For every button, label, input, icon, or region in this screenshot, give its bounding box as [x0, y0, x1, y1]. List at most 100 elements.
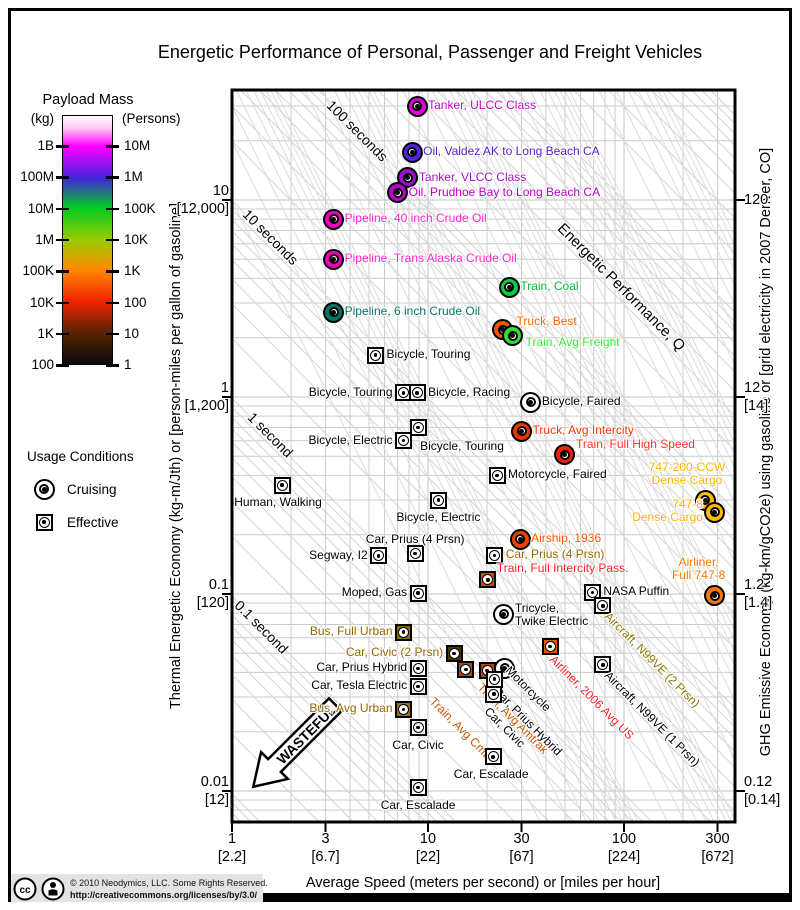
- marker-part: [548, 645, 552, 649]
- y-left-tick-label: 0.1 [120]: [196, 577, 229, 611]
- marker-part: [486, 578, 490, 582]
- gridline: [232, 625, 426, 822]
- gridline: [232, 338, 712, 822]
- payload-persons-label: 100K: [124, 200, 156, 216]
- gridline: [232, 476, 575, 822]
- usage-cruising-icon: [33, 478, 55, 500]
- data-point: [493, 603, 515, 625]
- data-point: [409, 677, 427, 695]
- point-label: Tanker, ULCC Class: [428, 98, 537, 112]
- point-label: Pipeline, 40 inch Crude Oil: [344, 211, 487, 226]
- point-label: Car, Tesla Electric: [311, 678, 408, 693]
- marker-part: [495, 473, 499, 478]
- marker-part: [401, 630, 406, 634]
- gridline: [461, 90, 735, 643]
- point-label: Train, Full High Speed: [575, 436, 695, 451]
- point-label: Train, Full Intercity Pass.: [496, 560, 629, 575]
- data-point: [395, 432, 412, 450]
- data-point: [408, 384, 426, 402]
- payload-tick: [56, 238, 69, 242]
- data-point: [554, 444, 576, 466]
- payload-persons-label: 1M: [124, 169, 143, 185]
- point-label: Bicycle, Racing: [428, 384, 511, 399]
- point-label: Bicycle, Touring: [386, 347, 471, 362]
- y-left-tick-label: 0.01 [12]: [200, 774, 229, 808]
- gridline: [232, 639, 413, 822]
- point-label: Airliner, Full 747-8: [671, 554, 726, 582]
- marker-part: [331, 309, 337, 315]
- point-label: Car, Civic (2 Prsn): [345, 645, 444, 660]
- gridline: [321, 90, 686, 822]
- marker-part: [401, 707, 406, 711]
- gridline: [253, 90, 617, 822]
- gridline: [377, 90, 735, 452]
- data-point: [387, 182, 409, 204]
- payload-tick: [56, 364, 69, 367]
- point-label: Oil, Valdez AK to Long Beach CA: [423, 144, 600, 159]
- data-point: [485, 685, 503, 703]
- marker-part: [416, 591, 420, 595]
- outer-frame: [8, 8, 792, 902]
- gridline: [232, 416, 634, 822]
- data-point: [401, 141, 423, 163]
- gridline: [466, 90, 735, 633]
- marker-part: [712, 509, 718, 515]
- payload-tick: [56, 301, 69, 304]
- gridline: [245, 90, 609, 822]
- data-point: [502, 325, 524, 347]
- gridline: [547, 90, 735, 470]
- point-label: Pipeline, 6 inch Crude Oil: [344, 304, 481, 319]
- payload-kg-label: 10K: [29, 294, 54, 310]
- marker-part: [517, 536, 523, 542]
- gridline: [232, 595, 457, 822]
- gridline: [232, 674, 379, 822]
- y-left-tick-label: 10 [12,000]: [176, 183, 229, 217]
- gridline: [343, 90, 707, 822]
- marker-part: [395, 190, 401, 196]
- payload-tick: [56, 207, 69, 211]
- data-point: [511, 420, 533, 442]
- gridline: [232, 230, 735, 740]
- marker-part: [416, 725, 420, 730]
- gridline: [232, 406, 644, 822]
- gridline: [232, 199, 735, 709]
- gridline: [232, 614, 438, 822]
- marker-part: [376, 554, 381, 558]
- y-right-tick-label: 120: [744, 192, 769, 208]
- gridline: [598, 90, 735, 367]
- point-label: NASA Puffin: [603, 584, 670, 599]
- data-point: [486, 546, 504, 564]
- x-tick-label: 30 [67]: [509, 831, 534, 865]
- point-label: 747-8 Dense Cargo: [632, 497, 703, 525]
- marker-part: [510, 333, 516, 339]
- point-label: Truck, Best: [516, 313, 577, 328]
- payload-tick: [106, 207, 119, 211]
- gridline: [232, 140, 735, 650]
- gridline: [299, 90, 735, 531]
- gridline: [651, 90, 735, 259]
- gridline: [483, 90, 735, 344]
- data-point: [583, 583, 601, 601]
- data-point: [594, 597, 612, 615]
- data-point: [395, 384, 412, 402]
- svg-text:cc: cc: [19, 885, 31, 896]
- gridline: [304, 90, 668, 822]
- marker-part: [464, 667, 468, 672]
- gridline: [309, 90, 735, 521]
- marker-part: [506, 284, 512, 290]
- x-tick-label: 300 [672]: [701, 831, 734, 865]
- point-label: Bicycle, Touring: [308, 384, 393, 399]
- gridline: [351, 90, 715, 822]
- data-point: [429, 491, 447, 509]
- gridline: [470, 90, 735, 358]
- marker-part: [416, 425, 420, 430]
- gridline: [411, 90, 735, 417]
- marker-part: [409, 149, 415, 155]
- data-point: [367, 346, 385, 364]
- data-point: [541, 638, 559, 656]
- gridline: [232, 535, 516, 822]
- usage-legend-title: Usage Conditions: [27, 449, 134, 464]
- y-right-tick-label: 1.2 [1.4]: [744, 577, 773, 611]
- point-label: Tanker, VLCC Class: [418, 169, 527, 184]
